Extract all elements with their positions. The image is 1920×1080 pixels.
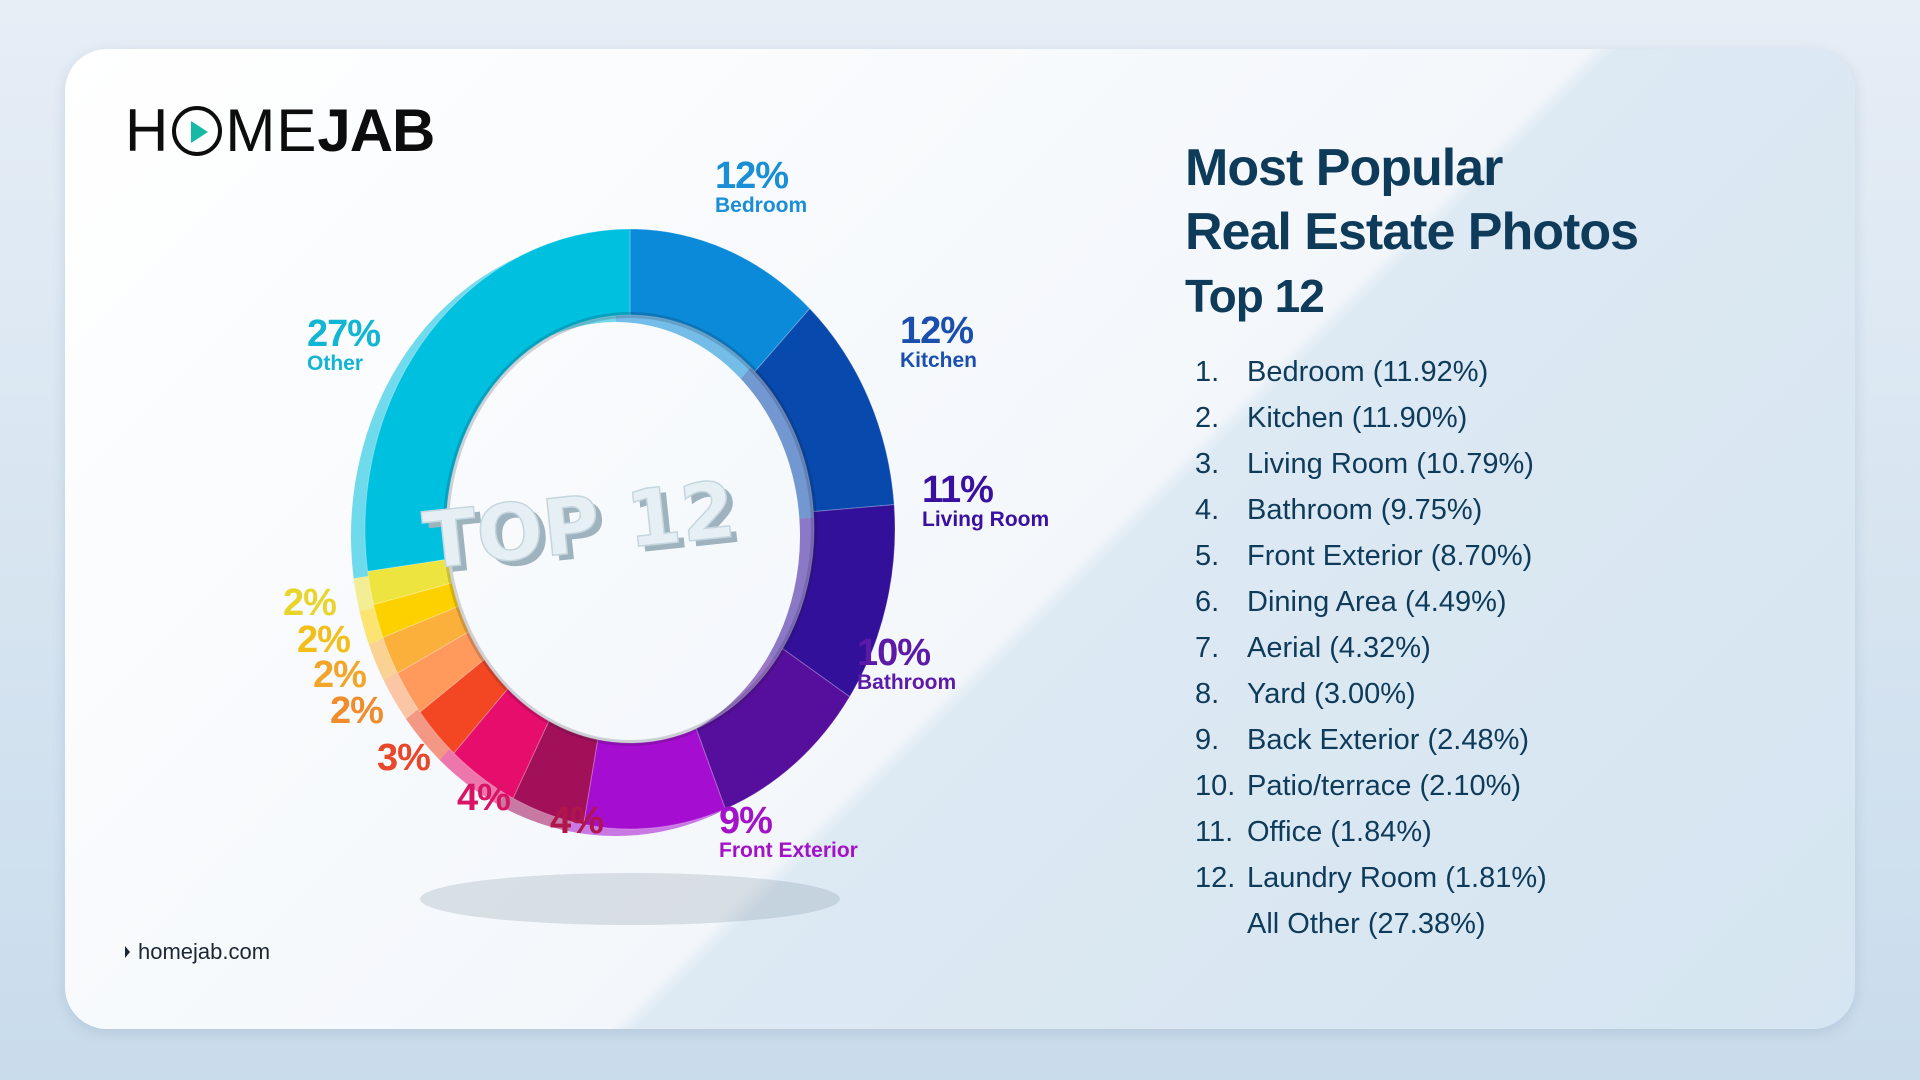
data-label-category: Kitchen [900,349,978,372]
data-label: 4% [550,800,604,842]
data-label: 12% Kitchen [900,312,977,372]
data-label: 2% [297,619,351,661]
data-label: 3% [377,737,431,779]
data-label-percent: 9% [719,800,773,842]
title-line-1: Most Popular [1185,139,1503,197]
donut-slice-aerial [453,688,550,799]
data-label-percent: 2% [313,654,367,696]
donut-slice-living-room [781,504,896,698]
list-item-text: Aerial (4.32%) [1247,631,1431,664]
donut-slice-kitchen [754,307,895,513]
list-item-text: Dining Area (4.49%) [1247,585,1507,618]
donut-slice-patio-terrace [382,605,470,674]
list-item-text: Kitchen (11.90%) [1247,401,1468,434]
list-item-number: 4. [1195,493,1220,526]
data-label: 2% [283,582,337,624]
data-label-percent: 4% [457,777,511,819]
list-item-number: 9. [1195,723,1220,756]
website-text: homejab.com [138,939,271,964]
homejab-logo: H ME JAB [125,91,435,171]
list-item-text: Front Exterior (8.70%) [1247,539,1533,572]
list-item-number: 12. [1195,861,1236,894]
list-item: 3. Living Room (10.79%) [1195,441,1795,487]
list-item: 2. Kitchen (11.90%) [1195,395,1795,441]
list-item-number: 1. [1195,355,1220,388]
logo-letter-h: H [125,97,170,164]
ranking-list: 1. Bedroom (11.92%) 2. Kitchen (11.90%) 3. Li… [1195,349,1795,947]
data-label-percent: 3% [377,737,431,779]
list-item-number: 11. [1195,815,1234,848]
list-item-number: 7. [1195,631,1220,664]
data-label-percent: 12% [900,310,974,352]
data-label-percent: 2% [330,690,384,732]
list-item: 4. Bathroom (9.75%) [1195,487,1795,533]
list-item-number: 8. [1195,677,1220,710]
list-item-text: Bedroom (11.92%) [1247,355,1489,388]
chart-title: Most Popular Real Estate Photos Top 12 [1185,136,1805,324]
center-text: TOP 12 [419,465,739,587]
data-label-category: Bathroom [857,671,957,694]
list-item-text: Bathroom (9.75%) [1247,493,1483,526]
data-label: 27% Other [307,313,381,375]
donut-inner-edge [443,312,817,746]
data-label: 10% Bathroom [857,634,956,694]
arrow-icon [125,946,130,958]
list-item: 9. Back Exterior (2.48%) [1195,717,1795,763]
data-label-category: Front Exterior [719,839,858,862]
list-item-text: Patio/terrace (2.10%) [1247,769,1522,802]
list-item: 6. Dining Area (4.49%) [1195,579,1795,625]
list-item: 7. Aerial (4.32%) [1195,625,1795,671]
list-item: 12. Laundry Room (1.81%) [1195,855,1795,901]
data-label-percent: 10% [857,632,931,674]
data-label-percent: 12% [715,155,789,197]
list-item: 11. Office (1.84%) [1195,809,1795,855]
data-label: 2% [313,654,367,696]
list-item-text: Laundry Room (1.81%) [1247,861,1547,894]
list-item-number: 6. [1195,585,1220,618]
list-item: 10. Patio/terrace (2.10%) [1195,763,1795,809]
data-label: 11% Living Room [922,471,1049,531]
donut-slice-yard [419,658,509,754]
list-item-text: Office (1.84%) [1247,815,1432,848]
infographic-card: H ME JAB TOP 12 TOP 12 12% Bedroom 12% Kitch… [65,49,1855,1029]
list-item-text: Back Exterior (2.48%) [1247,723,1530,756]
logo-play-icon [172,106,223,156]
subtitle: Top 12 [1185,270,1325,322]
data-label-percent: 4% [550,800,604,842]
logo-letters-me: ME [225,97,318,164]
data-label-category: Living Room [922,508,1050,531]
list-item-number: 10. [1195,769,1236,802]
donut-slice-office [372,582,460,639]
list-item-text: All Other (27.38%) [1247,907,1486,940]
data-label-percent: 2% [297,619,351,661]
donut-slice-front-exterior [582,728,726,830]
chart-shadow [420,873,840,925]
data-label-category: Bedroom [715,194,808,217]
data-label: 4% [457,777,511,819]
data-label-percent: 11% [922,469,994,511]
website-link[interactable]: homejab.com [125,939,270,965]
data-label: 12% Bedroom [715,157,807,217]
logo-letters-jab: JAB [317,97,435,164]
list-item-text: Living Room (10.79%) [1247,447,1534,480]
data-label-category: Other [307,352,364,375]
list-item-number: 5. [1195,539,1220,572]
data-label-percent: 27% [307,313,381,355]
list-item: 1. Bedroom (11.92%) [1195,349,1795,395]
data-label: 2% [330,690,384,732]
data-label: 9% Front Exterior [719,802,858,862]
data-label-percent: 2% [283,582,337,624]
list-item: 5. Front Exterior (8.70%) [1195,533,1795,579]
donut-slice-other [364,228,631,572]
list-item-number: 2. [1195,401,1220,434]
list-item-number: 3. [1195,447,1220,480]
list-item: 8. Yard (3.00%) [1195,671,1795,717]
list-item-text: Yard (3.00%) [1247,677,1416,710]
title-line-2: Real Estate Photos [1185,203,1639,261]
list-item: All Other (27.38%) [1195,901,1795,947]
